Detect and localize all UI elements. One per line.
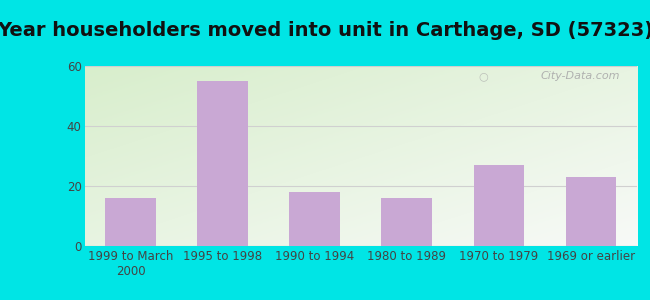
Bar: [289, 192, 340, 246]
Bar: [474, 165, 524, 246]
Bar: [566, 177, 616, 246]
Bar: [105, 198, 156, 246]
Text: Year householders moved into unit in Carthage, SD (57323): Year householders moved into unit in Car…: [0, 21, 650, 40]
Text: ○: ○: [478, 71, 488, 81]
Text: City-Data.com: City-Data.com: [541, 71, 620, 81]
Bar: [198, 81, 248, 246]
Bar: [382, 198, 432, 246]
